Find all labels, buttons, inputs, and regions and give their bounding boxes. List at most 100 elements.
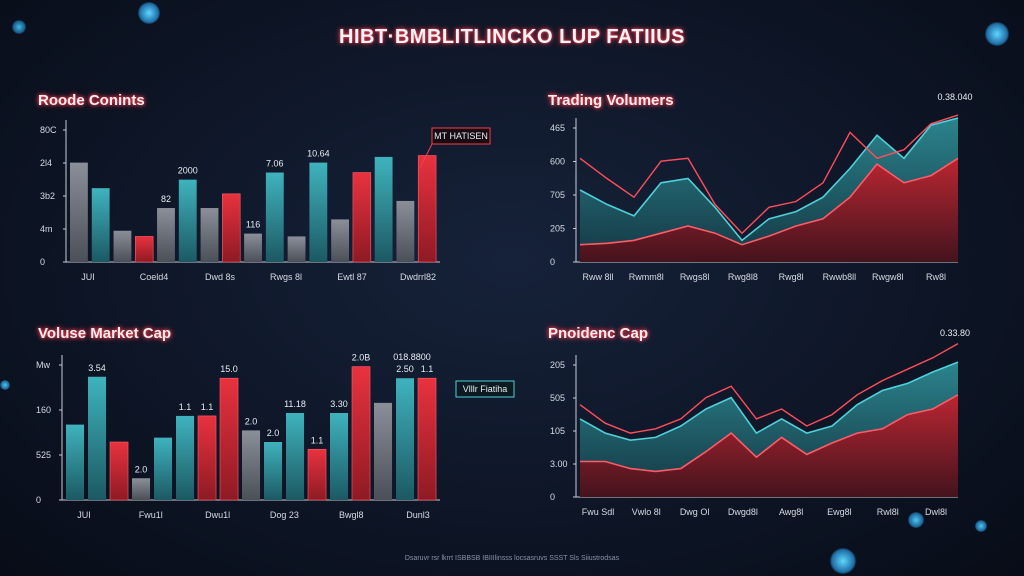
x-tick-label: Rwgs 8l bbox=[270, 272, 302, 282]
x-tick-label: Fwu Sdl bbox=[582, 507, 615, 517]
bar bbox=[176, 415, 195, 500]
x-tick-label: Dwu1l bbox=[205, 510, 230, 520]
y-tick-label: 160 bbox=[36, 405, 51, 415]
x-tick-label: Rwmm8l bbox=[629, 272, 664, 282]
series-line bbox=[579, 114, 959, 235]
x-tick-label: Dunl3 bbox=[406, 510, 430, 520]
x-tick-label: JUI bbox=[77, 510, 91, 520]
y-tick-label: 0 bbox=[40, 257, 45, 267]
footer-caption: Dsaruvr rsr lkrrt ISBBSB IBIIIlinsss loc… bbox=[404, 555, 620, 562]
bar bbox=[134, 236, 154, 263]
bar-value-label: 1.1 bbox=[201, 402, 214, 412]
bar bbox=[242, 430, 261, 500]
annotation-label: Vlllr Fiatiha bbox=[463, 384, 508, 394]
bar bbox=[222, 193, 241, 263]
bar bbox=[178, 179, 197, 262]
glow-dot bbox=[12, 20, 26, 34]
bar-value-label: 1.1 bbox=[311, 435, 324, 445]
series-line bbox=[580, 394, 959, 473]
bar bbox=[197, 415, 217, 501]
x-tick-label: Dwgd8l bbox=[728, 507, 758, 517]
panel-title: Voluse Market Cap bbox=[38, 325, 172, 342]
bar-value-label: 7.06 bbox=[266, 159, 284, 169]
series-line bbox=[579, 117, 959, 242]
y-tick-label: Mw bbox=[36, 360, 50, 370]
y-tick-label: 3.00 bbox=[550, 459, 568, 469]
panel-title: Roode Conints bbox=[38, 92, 145, 109]
series-area bbox=[580, 158, 958, 262]
x-tick-label: Dwl8l bbox=[925, 507, 947, 517]
bar bbox=[109, 441, 129, 501]
bar-value-label: 15.0 bbox=[220, 364, 238, 374]
bar bbox=[307, 448, 327, 501]
bar bbox=[417, 155, 437, 263]
bar bbox=[351, 366, 371, 501]
bar bbox=[219, 377, 239, 501]
y-tick-label: 0 bbox=[550, 257, 555, 267]
x-tick-label: Fwu1l bbox=[139, 510, 163, 520]
y-tick-label: 705 bbox=[550, 190, 565, 200]
corner-value-label: 018.8800 bbox=[393, 352, 431, 362]
annotation-pointer bbox=[419, 143, 433, 169]
x-tick-label: Ewtl 87 bbox=[337, 272, 367, 282]
x-tick-label: Dwg Ol bbox=[680, 507, 710, 517]
corner-value-label: 0.33.80 bbox=[940, 328, 970, 338]
x-tick-label: Coeld4 bbox=[140, 272, 169, 282]
bar-value-label: 116 bbox=[246, 220, 260, 230]
glow-dot bbox=[975, 520, 987, 532]
glow-dot bbox=[0, 380, 10, 390]
y-tick-label: 105 bbox=[550, 426, 565, 436]
series-line bbox=[579, 361, 959, 442]
glow-dot bbox=[908, 512, 924, 528]
bar bbox=[70, 162, 88, 262]
bar-value-label: 2000 bbox=[178, 166, 198, 176]
bar-value-label: 2.0 bbox=[267, 428, 280, 438]
bar bbox=[330, 413, 349, 500]
series-area bbox=[580, 394, 958, 497]
x-tick-label: Dwdrrl82 bbox=[400, 272, 436, 282]
y-tick-label: 80C bbox=[40, 125, 57, 135]
x-tick-label: Rwg8l8 bbox=[728, 272, 758, 282]
x-tick-label: JUI bbox=[81, 272, 95, 282]
y-tick-label: 205 bbox=[550, 224, 565, 234]
bar-value-label: 2.0B bbox=[352, 353, 371, 363]
y-tick-label: 525 bbox=[36, 450, 51, 460]
x-tick-label: Ewg8l bbox=[827, 507, 852, 517]
bar bbox=[132, 478, 151, 500]
panel-title: Pnoidenc Cap bbox=[548, 325, 649, 342]
bar bbox=[352, 172, 372, 263]
bar-value-label: 2.0 bbox=[135, 464, 148, 474]
glow-dot bbox=[138, 2, 160, 24]
bar bbox=[244, 233, 262, 262]
x-tick-label: Vwlo 8l bbox=[632, 507, 661, 517]
x-tick-label: Bwgl8 bbox=[339, 510, 364, 520]
bar-value-label: 10.64 bbox=[307, 149, 330, 159]
annotation-box bbox=[455, 380, 515, 398]
bar bbox=[374, 402, 393, 500]
x-tick-label: Rw8l bbox=[926, 272, 946, 282]
y-tick-label: 4m bbox=[40, 224, 53, 234]
glow-dot bbox=[985, 22, 1009, 46]
series-line bbox=[579, 342, 959, 434]
bar bbox=[396, 200, 415, 262]
x-tick-label: Rwwb8ll bbox=[823, 272, 857, 282]
bar bbox=[66, 424, 85, 500]
annotation-label: MT HATISEN bbox=[434, 131, 488, 141]
bar bbox=[265, 172, 284, 262]
bar bbox=[331, 219, 350, 262]
bar-value-label: 3.54 bbox=[88, 363, 106, 373]
bar-value-label: 1.1 bbox=[421, 364, 434, 374]
x-tick-label: Dwd 8s bbox=[205, 272, 236, 282]
x-tick-label: Rwgw8l bbox=[872, 272, 904, 282]
bar-value-label: 2.0 bbox=[245, 416, 258, 426]
bar bbox=[157, 208, 175, 262]
main-title: HIBT·BMBLITLINCKO LUP FATIIUS bbox=[339, 26, 685, 48]
x-tick-label: Rwgs8l bbox=[680, 272, 710, 282]
x-tick-label: Rwl8l bbox=[877, 507, 899, 517]
bar-value-label: 2.50 bbox=[396, 364, 414, 374]
bar-value-label: 11.18 bbox=[284, 399, 306, 409]
bar bbox=[200, 208, 219, 262]
bar bbox=[417, 377, 437, 501]
y-tick-label: 465 bbox=[550, 123, 565, 133]
bar bbox=[309, 162, 328, 262]
